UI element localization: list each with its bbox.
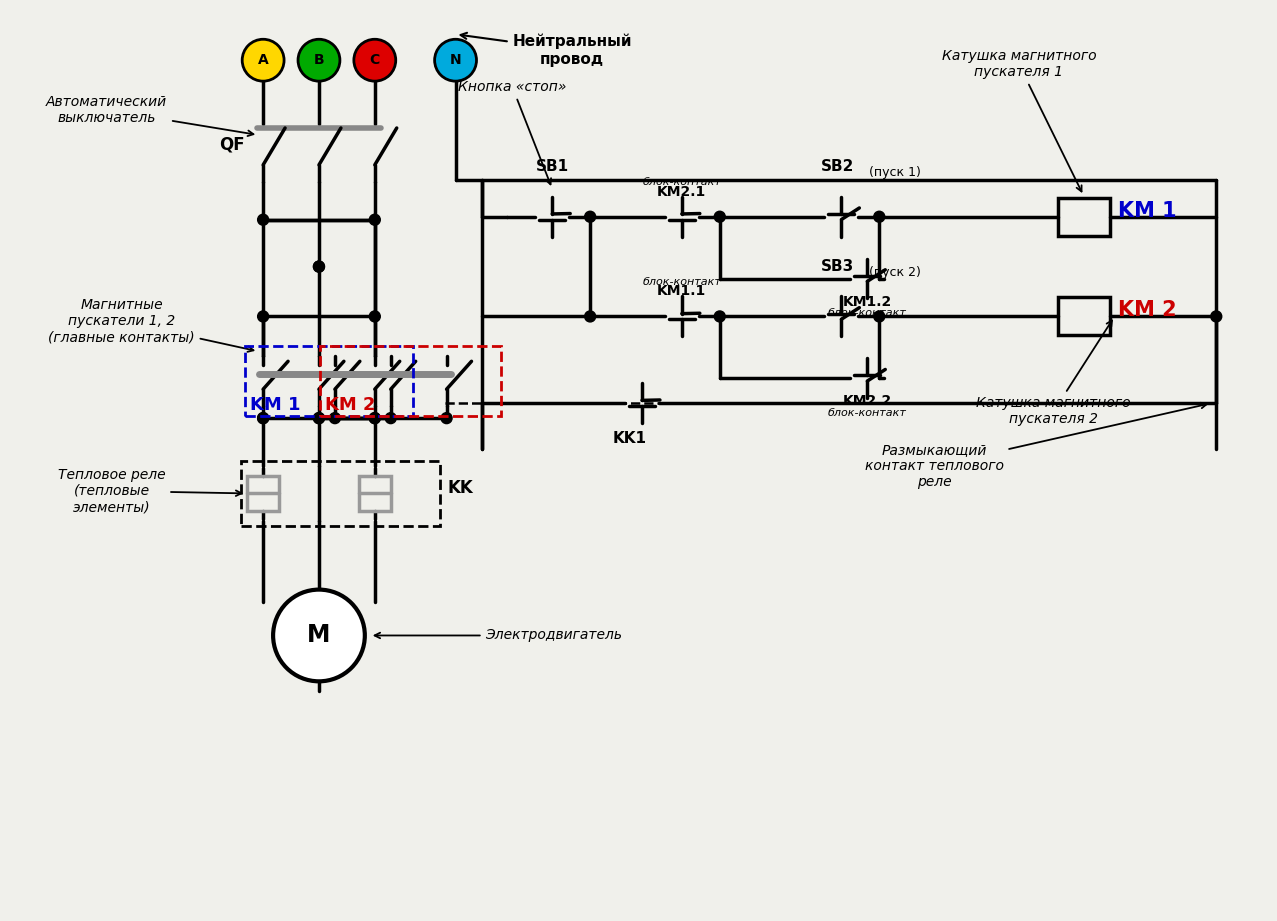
Text: Электродвигатель: Электродвигатель: [374, 628, 622, 643]
Circle shape: [243, 40, 283, 81]
Circle shape: [369, 413, 381, 424]
Circle shape: [313, 261, 324, 272]
Text: SB1: SB1: [535, 158, 568, 174]
Circle shape: [369, 311, 381, 322]
Text: C: C: [369, 53, 381, 67]
Text: SB3: SB3: [821, 259, 854, 274]
Bar: [248, 475, 280, 511]
Text: блок-контакт: блок-контакт: [642, 276, 722, 286]
Circle shape: [714, 311, 725, 322]
Circle shape: [298, 40, 340, 81]
Text: KM 2: KM 2: [1117, 300, 1176, 321]
Text: KM2.1: KM2.1: [658, 185, 706, 199]
Text: Автоматический
выключатель: Автоматический выключатель: [46, 95, 253, 136]
Text: QF: QF: [220, 136, 245, 154]
Circle shape: [434, 40, 476, 81]
Bar: [245, 346, 412, 416]
Text: A: A: [258, 53, 268, 67]
Text: Кнопка «стоп»: Кнопка «стоп»: [458, 80, 567, 184]
Text: KM 2: KM 2: [324, 396, 375, 414]
Bar: [1057, 297, 1110, 335]
Circle shape: [313, 261, 324, 272]
Text: M: M: [308, 624, 331, 647]
Text: Размыкающий
контакт теплового
реле: Размыкающий контакт теплового реле: [865, 402, 1207, 489]
Circle shape: [585, 211, 595, 222]
Text: блок-контакт: блок-контакт: [827, 309, 907, 319]
Circle shape: [441, 413, 452, 424]
Text: KM 1: KM 1: [250, 396, 300, 414]
Text: Катушка магнитного
пускателя 2: Катушка магнитного пускателя 2: [977, 321, 1131, 426]
Text: KM 1: KM 1: [1117, 201, 1176, 221]
Circle shape: [354, 40, 396, 81]
Text: SB2: SB2: [821, 158, 854, 174]
Text: KK1: KK1: [613, 431, 647, 446]
Circle shape: [714, 211, 725, 222]
Bar: [241, 461, 439, 526]
Text: B: B: [314, 53, 324, 67]
Bar: [359, 475, 391, 511]
Circle shape: [313, 413, 324, 424]
Text: N: N: [450, 53, 461, 67]
Circle shape: [369, 215, 381, 226]
Circle shape: [585, 311, 595, 322]
Text: блок-контакт: блок-контакт: [827, 408, 907, 418]
Circle shape: [258, 311, 268, 322]
Text: KK: KK: [447, 480, 474, 497]
Text: Магнитные
пускатели 1, 2
(главные контакты): Магнитные пускатели 1, 2 (главные контак…: [49, 298, 253, 352]
Circle shape: [386, 413, 396, 424]
Text: KM1.1: KM1.1: [658, 285, 706, 298]
Text: блок-контакт: блок-контакт: [642, 177, 722, 187]
Circle shape: [873, 311, 885, 322]
Circle shape: [313, 413, 324, 424]
Circle shape: [329, 413, 341, 424]
Circle shape: [258, 413, 268, 424]
Circle shape: [258, 413, 268, 424]
Circle shape: [369, 413, 381, 424]
Bar: [321, 346, 502, 416]
Text: KM2.2: KM2.2: [843, 394, 891, 408]
Circle shape: [873, 211, 885, 222]
Circle shape: [1211, 311, 1222, 322]
Text: KM1.2: KM1.2: [843, 295, 891, 309]
Circle shape: [258, 215, 268, 226]
Text: Тепловое реле
(тепловые
элементы): Тепловое реле (тепловые элементы): [57, 468, 241, 514]
Text: (пуск 1): (пуск 1): [870, 166, 921, 179]
Bar: [1057, 198, 1110, 236]
Text: Катушка магнитного
пускателя 1: Катушка магнитного пускателя 1: [941, 49, 1096, 192]
Circle shape: [273, 589, 365, 682]
Text: (пуск 2): (пуск 2): [870, 265, 921, 278]
Text: Нейтральный
провод: Нейтральный провод: [461, 33, 632, 66]
